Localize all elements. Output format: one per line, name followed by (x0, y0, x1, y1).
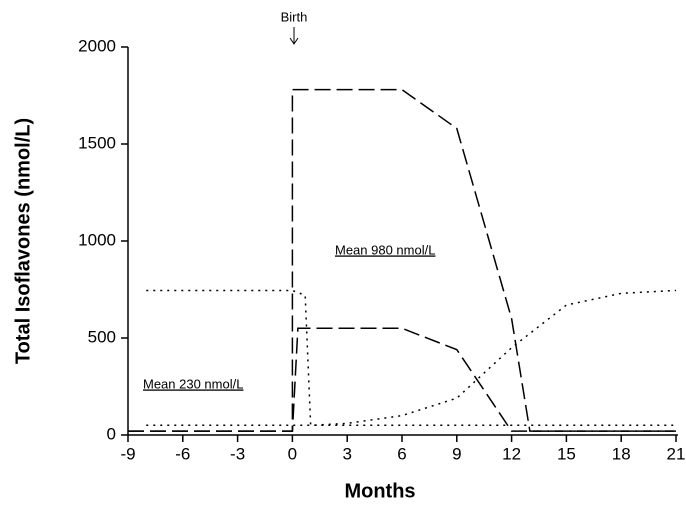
y-tick-label: 500 (88, 327, 116, 346)
x-tick-label: 9 (452, 444, 461, 463)
annotation: Mean 980 nmol/L (335, 242, 435, 257)
x-tick-label: -9 (120, 444, 135, 463)
y-tick-label: 1000 (78, 230, 116, 249)
birth-arrow (289, 27, 299, 45)
x-tick-label: 6 (397, 444, 406, 463)
line (146, 289, 677, 427)
x-axis-title: Months (344, 480, 415, 502)
annotation: Mean 230 nmol/L (143, 376, 243, 391)
x-tick-label: 0 (288, 444, 297, 463)
x-tick-label: 18 (612, 444, 631, 463)
x-tick-label: 21 (667, 444, 686, 463)
line (128, 327, 676, 432)
y-tick-label: 2000 (78, 36, 116, 55)
x-tick-label: -3 (230, 444, 245, 463)
y-tick-label: 0 (107, 424, 116, 443)
birth-label: Birth (281, 9, 308, 24)
x-tick-label: 3 (342, 444, 351, 463)
line (128, 88, 676, 432)
y-axis-title: Total Isoflavones (nmol/L) (12, 118, 34, 364)
x-tick-label: 12 (502, 444, 521, 463)
y-tick-label: 1500 (78, 133, 116, 152)
x-tick-label: -6 (175, 444, 190, 463)
x-tick-label: 15 (557, 444, 576, 463)
